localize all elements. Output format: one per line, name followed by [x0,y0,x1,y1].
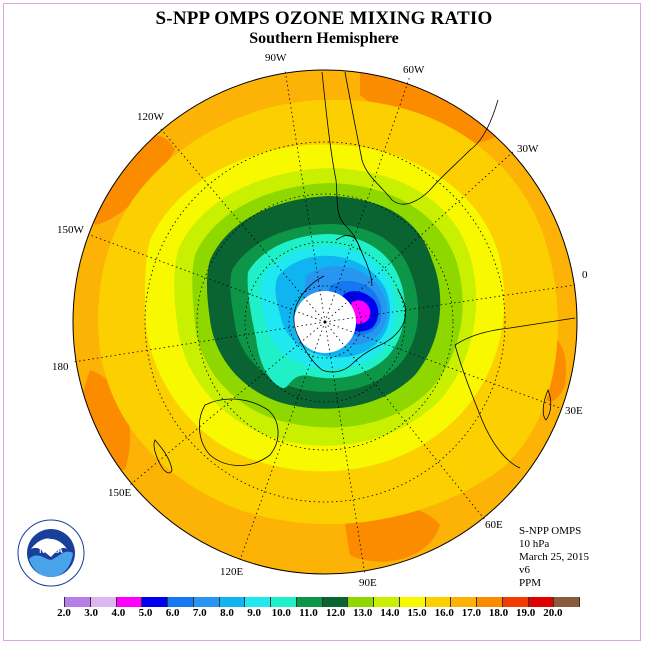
legend-tick-label: 16.0 [434,607,454,619]
legend-tick-label: 20.0 [543,607,563,619]
legend-tick-label: 19.0 [516,607,536,619]
legend-swatch [271,597,297,607]
legend-swatch [554,597,580,607]
info-instrument: S-NPP OMPS [519,525,582,537]
lon-label-120w: 120W [137,111,165,123]
legend-swatch [477,597,503,607]
legend-swatch [348,597,374,607]
legend-swatch [502,597,529,607]
legend-swatch [451,597,477,607]
color-legend [64,597,580,607]
legend-tick-label: 15.0 [407,607,427,619]
legend-swatch [193,597,220,607]
legend-tick-label: 12.0 [325,607,346,619]
legend-swatch [116,597,143,607]
legend-tick-label: 10.0 [271,607,291,619]
noaa-logo: NOAA [17,519,85,587]
lon-label-150w: 150W [57,224,85,236]
lon-label-30e: 30E [565,405,583,417]
info-panel: S-NPP OMPS 10 hPa March 25, 2015 v6 PPM [519,525,589,590]
map-subtitle: Southern Hemisphere [249,30,399,47]
australia-coast [199,398,279,466]
contour-band-18-19-upper [360,70,520,144]
info-pressure: 10 hPa [519,538,550,550]
legend-tick-label: 3.0 [84,607,99,619]
lon-label-90e: 90E [359,577,377,589]
legend-tick-label: 4.0 [111,607,126,619]
lon-label-30w: 30W [517,143,539,155]
legend-tick-label: 14.0 [380,607,400,619]
legend-swatch [64,597,91,607]
info-units: PPM [519,577,542,589]
legend-swatch [425,597,452,607]
legend-tick-label: 17.0 [461,607,481,619]
legend-swatch [296,597,323,607]
graticule [72,69,576,576]
legend-swatch [219,597,246,607]
coastlines [153,71,576,474]
legend-swatch [142,597,168,607]
plot-frame [3,3,641,641]
lon-label-120e: 120E [220,566,244,578]
lon-label-60e: 60E [485,519,503,531]
legend-tick-label: 9.0 [247,607,261,619]
new-zealand-coast [153,439,173,474]
legend-swatch [245,597,271,607]
map-title: S-NPP OMPS OZONE MIXING RATIO [155,8,493,29]
lon-label-180: 180 [52,361,69,373]
legend-tick-label: 7.0 [192,607,207,619]
legend-swatch [399,597,426,607]
africa-coast [454,317,576,469]
ozone-contour-field [73,70,577,574]
legend-swatch [168,597,194,607]
legend-tick-label: 5.0 [138,607,153,619]
legend-swatch [528,597,555,607]
antarctic-peninsula-coast [335,235,373,287]
svg-text:NOAA: NOAA [39,546,63,555]
legend-swatch [90,597,117,607]
legend-tick-labels: 2.0 3.0 4.0 5.0 6.0 7.0 8.0 9.0 10.0 11.0 12.0 13.0… [45,607,600,621]
south-america-coast [321,71,499,251]
legend-tick-label: 18.0 [488,607,509,619]
lon-label-90w: 90W [265,52,287,64]
legend-tick-label: 11.0 [299,607,318,619]
legend-tick-label: 13.0 [353,607,373,619]
lon-label-0: 0 [582,269,588,281]
legend-swatch [374,597,400,607]
madagascar-coast [542,388,552,421]
info-version: v6 [519,564,530,576]
legend-tick-label: 2.0 [57,607,71,619]
legend-tick-label: 8.0 [220,607,234,619]
info-date: March 25, 2015 [519,551,589,563]
longitude-labels: 90W 60W 30W 0 30E 60E 90E 120E 150E 180 … [52,52,588,589]
map-boundary [72,69,578,575]
lon-label-60w: 60W [403,64,425,76]
legend-tick-label: 6.0 [165,607,180,619]
lon-label-150e: 150E [108,487,132,499]
antarctica-coast [293,275,406,373]
legend-swatch [322,597,349,607]
